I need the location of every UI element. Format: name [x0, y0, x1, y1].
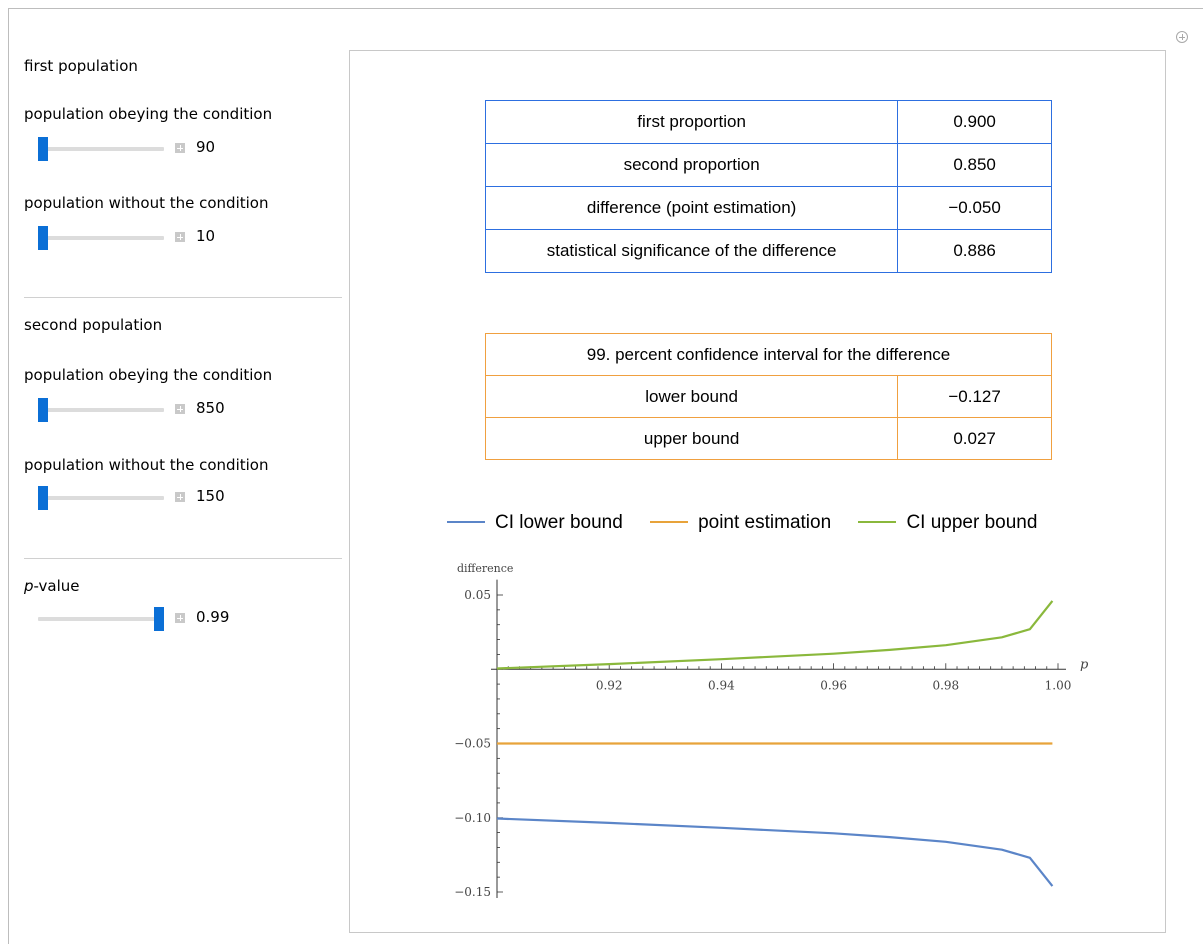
- x-tick-label: 0.92: [596, 678, 623, 692]
- second-without-value: 150: [196, 487, 225, 505]
- slider-thumb[interactable]: [154, 607, 164, 631]
- slider-thumb[interactable]: [38, 137, 48, 161]
- p-value-label-rest: -value: [33, 577, 80, 595]
- legend-label: CI upper bound: [906, 512, 1038, 533]
- result-value: 0.850: [897, 143, 1052, 187]
- first-obeying-value: 90: [196, 138, 216, 156]
- slider-thumb[interactable]: [38, 398, 48, 422]
- p-value-value: 0.99: [196, 608, 230, 626]
- legend-swatch: [650, 520, 689, 523]
- slider-track[interactable]: [38, 408, 164, 412]
- second-obeying-value: 850: [196, 399, 225, 417]
- y-axis-label: difference: [457, 562, 513, 575]
- slider-track[interactable]: [38, 147, 164, 151]
- section-divider: [24, 297, 342, 298]
- section-divider: [24, 558, 342, 559]
- result-value: −0.050: [897, 186, 1052, 230]
- first-without-slider[interactable]: 10: [38, 226, 278, 250]
- y-tick-label: 0.05: [464, 588, 491, 602]
- y-tick-label: −0.15: [454, 885, 491, 899]
- result-label: first proportion: [484, 100, 899, 144]
- expand-slider-plus-icon[interactable]: [175, 232, 185, 242]
- expand-plus-icon[interactable]: [1176, 31, 1188, 43]
- legend-label: CI lower bound: [495, 512, 623, 533]
- first-obeying-label: population obeying the condition: [24, 105, 273, 123]
- slider-thumb[interactable]: [38, 226, 48, 250]
- slider-track[interactable]: [38, 496, 164, 500]
- table-row: statistical significance of the differen…: [484, 229, 1052, 273]
- ci-label: upper bound: [484, 417, 899, 460]
- first-without-label: population without the condition: [24, 194, 269, 212]
- table-row: first proportion 0.900: [484, 100, 1052, 144]
- table-row: difference (point estimation) −0.050: [484, 186, 1052, 230]
- expand-slider-plus-icon[interactable]: [175, 613, 185, 623]
- p-value-label: p-value: [24, 577, 80, 595]
- ci-title: 99. percent confidence interval for the …: [485, 333, 1052, 376]
- expand-slider-plus-icon[interactable]: [175, 143, 185, 153]
- y-tick-label: −0.10: [454, 811, 491, 825]
- expand-slider-plus-icon[interactable]: [175, 404, 185, 414]
- ci-value: −0.127: [897, 375, 1052, 418]
- p-value-label-italic: p: [24, 577, 34, 595]
- x-tick-label: 0.96: [820, 678, 847, 692]
- slider-track[interactable]: [38, 617, 164, 621]
- expand-slider-plus-icon[interactable]: [175, 492, 185, 502]
- legend-label: point estimation: [698, 512, 832, 533]
- legend-swatch: [447, 520, 485, 523]
- result-value: 0.886: [897, 229, 1052, 273]
- legend-swatch: [858, 520, 897, 523]
- first-obeying-slider[interactable]: 90: [38, 137, 278, 161]
- x-axis-label: p: [1080, 657, 1089, 672]
- slider-track[interactable]: [38, 236, 164, 240]
- second-without-slider[interactable]: 150: [38, 486, 278, 510]
- table-row: 99. percent confidence interval for the …: [485, 333, 1052, 376]
- ci-lower-bound-line: [496, 817, 1054, 887]
- result-label: statistical significance of the differen…: [484, 229, 899, 273]
- table-row: second proportion 0.850: [484, 143, 1052, 187]
- x-tick-label: 1.00: [1045, 678, 1072, 692]
- table-row: lower bound −0.127: [484, 375, 1052, 418]
- legend-item-lower: CI lower bound: [447, 512, 623, 534]
- x-tick-label: 0.94: [708, 678, 735, 692]
- p-value-slider[interactable]: 0.99: [38, 607, 278, 631]
- y-tick-label: −0.05: [454, 737, 491, 751]
- second-without-label: population without the condition: [24, 456, 269, 474]
- chart-legend: CI lower bound point estimation CI upper…: [447, 512, 1059, 534]
- results-table: first proportion 0.900 second proportion 0…: [484, 100, 1052, 273]
- first-population-heading: first population: [24, 57, 138, 75]
- ci-upper-bound-line: [496, 600, 1054, 670]
- result-label: difference (point estimation): [484, 186, 899, 230]
- confidence-interval-table: 99. percent confidence interval for the …: [484, 333, 1052, 460]
- x-tick-label: 0.98: [932, 678, 959, 692]
- slider-thumb[interactable]: [38, 486, 48, 510]
- ci-value: 0.027: [897, 417, 1052, 460]
- second-obeying-slider[interactable]: 850: [38, 398, 278, 422]
- result-value: 0.900: [897, 100, 1052, 144]
- second-obeying-label: population obeying the condition: [24, 366, 273, 384]
- difference-chart: 0.05 −0.05 −0.10 −0.15 0.92 0.94 0.96 0.98 1.00 d…: [454, 562, 1089, 899]
- legend-item-upper: CI upper bound: [858, 512, 1037, 534]
- result-label: second proportion: [484, 143, 899, 187]
- ci-label: lower bound: [484, 375, 899, 418]
- second-population-heading: second population: [24, 316, 163, 334]
- first-without-value: 10: [196, 227, 216, 245]
- table-row: upper bound 0.027: [484, 417, 1052, 460]
- legend-item-point: point estimation: [650, 512, 831, 534]
